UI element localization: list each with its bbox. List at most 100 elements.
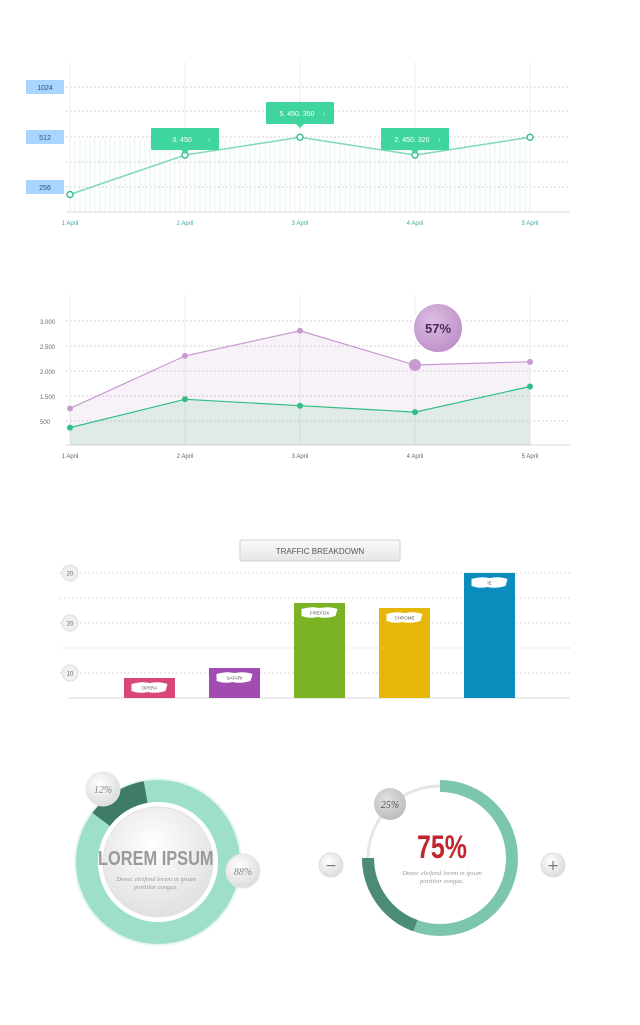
chart1-tooltip-label: 5. 450. 350 <box>279 111 314 118</box>
chart1-tooltip-box <box>266 102 334 124</box>
chart1-y-tick-bg <box>26 180 64 194</box>
chart3-y-tick-label: 20 <box>67 572 74 578</box>
chart1-y-tick-bg <box>26 130 64 144</box>
chart2-point <box>67 424 73 431</box>
chart2-point <box>67 405 73 412</box>
chart2-y-tick-label: 500 <box>40 420 51 426</box>
chart1-tooltip-pointer <box>411 150 419 154</box>
chart1-tooltip-box <box>381 128 449 150</box>
chart3-y-tick-bubble <box>61 564 79 582</box>
chart1-y-tick-label: 512 <box>39 135 51 142</box>
chart2-y-axis: 3.000 2.500 2.000 1.500 500 <box>40 320 56 426</box>
chart1-y-tick-label: 1024 <box>37 85 53 92</box>
chart1-series <box>66 133 534 199</box>
chart3-y-axis: 20 20 10 <box>61 564 79 682</box>
chart1-tooltips: 3. 450 ↕ 5. 450. 350 ↕ 2. 450. 320 ↕ <box>151 102 449 154</box>
chart1-tooltip-label: 3. 450 <box>172 137 192 144</box>
chart2-point <box>527 383 533 390</box>
donut2-slice-75-shade <box>362 857 418 932</box>
chart3-y-tick-label: 10 <box>67 672 74 678</box>
chart2-point <box>182 396 188 403</box>
donut-1: LOREM IPSUM Donec eleifend lorem in ipsu… <box>74 771 261 946</box>
chart1-tooltip-pointer <box>296 124 304 128</box>
chart2-x-tick-label: 1 April <box>62 454 79 460</box>
donut1-label-88: 88% <box>234 867 252 878</box>
donut1-slice-12 <box>92 781 149 827</box>
chart3-bar <box>464 573 515 698</box>
donut2-label-25: 25% <box>381 800 399 811</box>
chart3-title: TRAFFIC BREAKDOWN <box>276 547 365 556</box>
chart2-callout: 57% <box>412 302 464 354</box>
donut1-center <box>102 806 214 918</box>
donut2-subtitle-line2: porttitor congue. <box>419 878 464 885</box>
plus-button[interactable]: + <box>540 852 566 878</box>
chart3-bar-label: FIREFOX <box>310 611 330 616</box>
chart2-y-tick-label: 2.000 <box>40 370 56 376</box>
chart2-x-axis: 1 April 2 April 3 April 4 April 5 April <box>62 454 539 460</box>
chart1-point <box>296 133 304 141</box>
chart2-point <box>297 402 303 409</box>
chart3-title-box: TRAFFIC BREAKDOWN <box>239 539 401 562</box>
chart1-grid <box>66 62 570 213</box>
chart1-tooltip-arrow-icon: ↕ <box>208 138 211 144</box>
chart2-y-tick-label: 3.000 <box>40 320 56 326</box>
donut2-value: 75% <box>417 830 467 866</box>
donut1-subtitle-line1: Donec eleifend lorem in ipsum <box>115 876 196 883</box>
chart1-point <box>66 190 74 199</box>
line-chart-1: 1024 512 256 1 April 2 April 3 April 4 April 5… <box>26 62 570 227</box>
minus-icon: − <box>325 858 337 874</box>
chart1-x-tick-label: 3 April <box>292 221 309 227</box>
donut1-title: LOREM IPSUM <box>98 846 214 869</box>
chart2-point <box>527 358 533 365</box>
chart2-y-tick-label: 2.500 <box>40 345 56 351</box>
chart1-x-tick-label: 4 April <box>407 221 424 227</box>
donut-2: 75% Donec eleifend lorem in ipsum portti… <box>362 780 518 936</box>
chart2-callout-point <box>409 359 421 372</box>
chart2-x-tick-label: 2 April <box>177 454 194 460</box>
chart2-y-tick-label: 1.500 <box>40 395 56 401</box>
chart1-x-axis: 1 April 2 April 3 April 4 April 5 April <box>62 221 539 227</box>
chart3-bar-label-ribbon <box>301 607 338 618</box>
area-chart-2: 3.000 2.500 2.000 1.500 500 1 April 2 April 3 … <box>40 295 570 460</box>
plus-icon: + <box>547 858 559 874</box>
chart1-tooltip-arrow-icon: ↕ <box>438 138 441 144</box>
chart3-bar-label: SAFARI <box>226 676 242 681</box>
chart3-y-tick-bubble <box>61 664 79 682</box>
bar-chart-3: 20 20 10 OPERA SAFARI FIREFOX CHROME IE TRAFFI… <box>60 539 570 699</box>
chart1-tooltip-arrow-icon: ↕ <box>323 112 326 118</box>
donut2-bubble-25 <box>374 788 406 820</box>
chart3-bars: OPERA SAFARI FIREFOX CHROME IE <box>124 573 515 698</box>
chart3-bar-label: OPERA <box>142 686 158 691</box>
chart1-tooltip-label: 2. 450. 320 <box>394 137 429 144</box>
chart2-point <box>412 409 418 416</box>
chart3-y-tick-bubble <box>61 614 79 632</box>
chart3-bar-label: IE <box>487 581 491 586</box>
chart1-y-axis: 1024 512 256 <box>26 80 64 194</box>
chart3-bar-label-ribbon <box>216 672 253 683</box>
chart2-callout-label: 57% <box>425 321 451 336</box>
donut-charts: LOREM IPSUM Donec eleifend lorem in ipsu… <box>74 771 566 946</box>
chart3-bar-label-ribbon <box>131 682 168 693</box>
chart1-x-tick-label: 2 April <box>177 221 194 227</box>
chart1-x-tick-label: 5 April <box>522 221 539 227</box>
donut2-subtitle-line1: Donec eleifend lorem in ipsum <box>401 870 482 877</box>
chart3-bar <box>294 603 345 698</box>
chart3-y-tick-label: 20 <box>67 622 74 628</box>
donut1-subtitle-line2: porttitor congue. <box>133 884 178 891</box>
chart3-bar-label-ribbon <box>386 612 423 623</box>
chart3-bar-label-ribbon <box>471 577 508 588</box>
donut1-bubble-12 <box>85 771 121 807</box>
chart2-series-area-0 <box>70 330 530 445</box>
chart2-x-tick-label: 5 April <box>522 454 539 460</box>
chart1-y-tick-bg <box>26 80 64 94</box>
donut1-label-12: 12% <box>94 785 112 796</box>
donut1-bubble-88 <box>225 853 261 889</box>
chart2-point <box>297 327 303 334</box>
chart3-bar <box>209 668 260 698</box>
chart2-point <box>182 352 188 359</box>
chart3-bar-label: CHROME <box>395 616 415 621</box>
minus-button[interactable]: − <box>318 852 344 878</box>
chart2-x-tick-label: 4 April <box>407 454 424 460</box>
chart1-x-tick-label: 1 April <box>62 221 79 227</box>
chart1-point <box>526 133 534 141</box>
